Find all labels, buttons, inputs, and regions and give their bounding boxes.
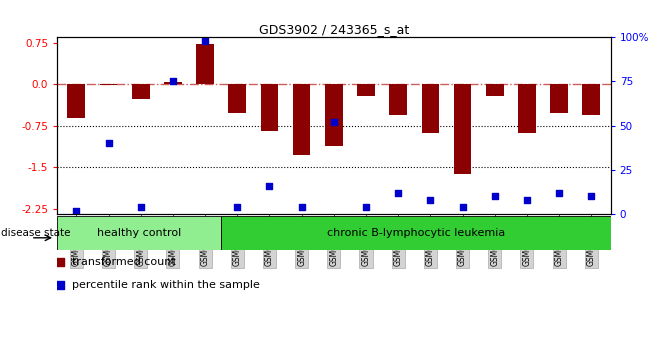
Bar — [228, 84, 246, 113]
Point — [55, 282, 66, 288]
Bar — [68, 84, 85, 119]
Point — [200, 38, 211, 44]
Bar — [389, 84, 407, 115]
Point — [457, 204, 468, 210]
Text: healthy control: healthy control — [97, 228, 181, 238]
Point — [425, 197, 435, 203]
Point — [489, 194, 500, 199]
Point — [168, 79, 178, 84]
Bar — [293, 84, 311, 155]
Point — [55, 259, 66, 265]
Point — [297, 204, 307, 210]
Point — [232, 204, 243, 210]
Bar — [486, 84, 504, 96]
Point — [586, 194, 597, 199]
Bar — [357, 84, 375, 96]
Point — [264, 183, 275, 189]
Bar — [221, 216, 611, 250]
Bar — [550, 84, 568, 113]
Bar — [260, 84, 278, 131]
Point — [521, 197, 532, 203]
Text: transformed count: transformed count — [72, 257, 176, 268]
Bar — [454, 84, 472, 174]
Text: chronic B-lymphocytic leukemia: chronic B-lymphocytic leukemia — [327, 228, 505, 238]
Point — [360, 204, 371, 210]
Bar — [196, 44, 214, 84]
Bar — [132, 84, 150, 99]
Bar — [518, 84, 535, 133]
Bar — [57, 216, 221, 250]
Bar — [582, 84, 600, 115]
Point — [103, 141, 114, 146]
Bar — [325, 84, 343, 146]
Bar — [164, 82, 182, 84]
Text: disease state: disease state — [1, 228, 71, 238]
Bar — [421, 84, 440, 133]
Point — [554, 190, 564, 196]
Title: GDS3902 / 243365_s_at: GDS3902 / 243365_s_at — [259, 23, 409, 36]
Text: percentile rank within the sample: percentile rank within the sample — [72, 280, 260, 291]
Bar — [100, 84, 117, 85]
Point — [329, 119, 339, 125]
Point — [71, 208, 82, 213]
Point — [393, 190, 403, 196]
Point — [136, 204, 146, 210]
